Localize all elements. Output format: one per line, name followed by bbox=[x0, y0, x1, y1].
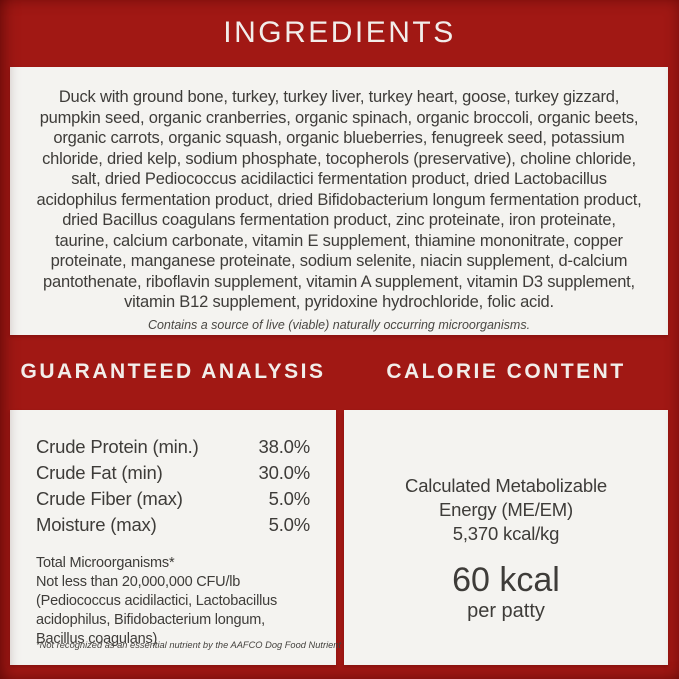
analysis-row-value: 30.0% bbox=[258, 462, 311, 483]
analysis-row: Crude Fiber (max) 5.0% bbox=[36, 486, 310, 512]
ingredients-list-text: Duck with ground bone, turkey, turkey li… bbox=[36, 88, 642, 311]
calorie-content-title: CALORIE CONTENT bbox=[386, 360, 626, 383]
analysis-row-value: 5.0% bbox=[268, 488, 311, 509]
analysis-row-label: Crude Fat (min) bbox=[36, 462, 163, 483]
analysis-row-label: Moisture (max) bbox=[36, 514, 157, 535]
analysis-row-label: Crude Protein (min.) bbox=[36, 436, 199, 457]
analysis-row: Crude Protein (min.) 38.0% bbox=[36, 434, 310, 460]
live-microorganisms-note: Contains a source of live (viable) natur… bbox=[147, 317, 531, 332]
kcal-per-patty-unit: per patty bbox=[467, 600, 545, 622]
calorie-content-panel: Calculated Metabolizable Energy (ME/EM) … bbox=[344, 410, 668, 665]
analysis-row-value: 5.0% bbox=[268, 514, 311, 535]
microorganisms-detail: Not less than 20,000,000 CFU/lb (Pedioco… bbox=[36, 574, 278, 647]
aafco-footnote: *Not recognized as an essential nutrient… bbox=[36, 640, 378, 650]
kcal-per-patty-value: 60 kcal bbox=[452, 561, 560, 599]
analysis-row: Moisture (max) 5.0% bbox=[36, 512, 310, 538]
ingredients-panel: Duck with ground bone, turkey, turkey li… bbox=[10, 67, 668, 335]
microorganisms-block: Total Microorganisms* Not less than 20,0… bbox=[36, 554, 310, 649]
ingredients-title: INGREDIENTS bbox=[223, 16, 456, 49]
metabolizable-energy-value: 5,370 kcal/kg bbox=[452, 523, 560, 544]
guaranteed-analysis-panel: Crude Protein (min.) 38.0% Crude Fat (mi… bbox=[10, 410, 378, 665]
metabolizable-energy-label: Calculated Metabolizable Energy (ME/EM) bbox=[405, 475, 607, 520]
microorganisms-title: Total Microorganisms* bbox=[36, 555, 175, 571]
guaranteed-analysis-title: GUARANTEED ANALYSIS bbox=[20, 360, 326, 383]
analysis-row: Crude Fat (min) 30.0% bbox=[36, 460, 310, 486]
analysis-row-label: Crude Fiber (max) bbox=[36, 488, 183, 509]
analysis-row-value: 38.0% bbox=[258, 436, 311, 457]
